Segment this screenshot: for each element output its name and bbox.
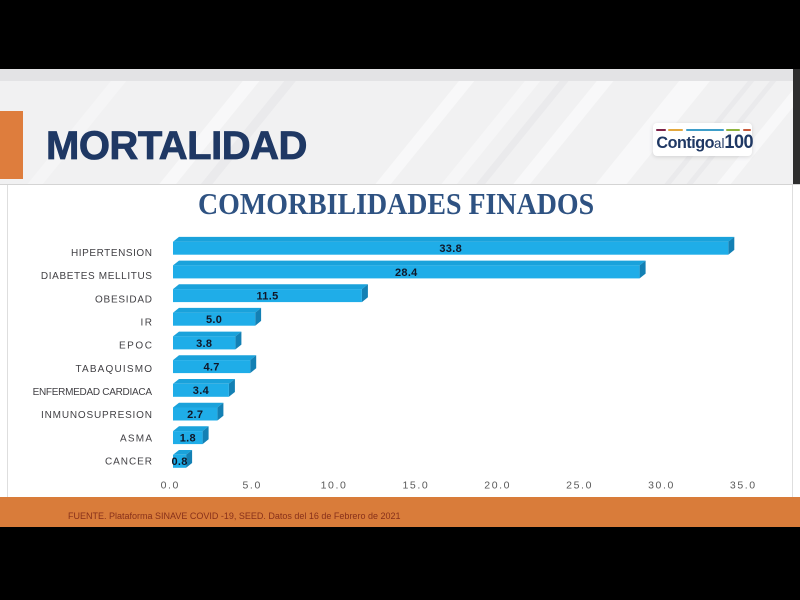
svg-text:HIPERTENSION: HIPERTENSION (71, 248, 153, 259)
svg-text:OBESIDAD: OBESIDAD (95, 294, 153, 305)
svg-text:CANCER: CANCER (105, 457, 153, 468)
svg-text:0.0: 0.0 (161, 479, 180, 491)
svg-text:3.8: 3.8 (196, 338, 212, 350)
svg-text:11.5: 11.5 (256, 291, 278, 303)
svg-text:25.0: 25.0 (566, 479, 593, 491)
svg-text:30.0: 30.0 (648, 479, 675, 491)
svg-text:DIABETES MELLITUS: DIABETES MELLITUS (41, 271, 153, 282)
svg-text:5.0: 5.0 (206, 314, 222, 326)
svg-text:10.0: 10.0 (321, 479, 348, 491)
svg-text:EPOC: EPOC (119, 341, 154, 352)
svg-text:5.0: 5.0 (242, 479, 261, 491)
svg-text:3.4: 3.4 (193, 385, 210, 397)
svg-text:IR: IR (141, 318, 154, 329)
svg-text:28.4: 28.4 (395, 267, 418, 279)
svg-text:ENFERMEDAD CARDIACA: ENFERMEDAD CARDIACA (33, 387, 153, 398)
svg-text:0.8: 0.8 (171, 456, 187, 468)
svg-text:2.7: 2.7 (187, 409, 203, 421)
svg-text:ASMA: ASMA (120, 433, 153, 444)
svg-text:1.8: 1.8 (180, 433, 196, 445)
svg-text:20.0: 20.0 (484, 479, 511, 491)
svg-text:TABAQUISMO: TABAQUISMO (75, 364, 153, 375)
svg-text:INMUNOSUPRESION: INMUNOSUPRESION (41, 410, 153, 421)
svg-text:4.7: 4.7 (203, 362, 219, 374)
svg-text:15.0: 15.0 (402, 479, 429, 491)
svg-text:33.8: 33.8 (439, 243, 462, 255)
svg-text:35.0: 35.0 (730, 479, 757, 491)
